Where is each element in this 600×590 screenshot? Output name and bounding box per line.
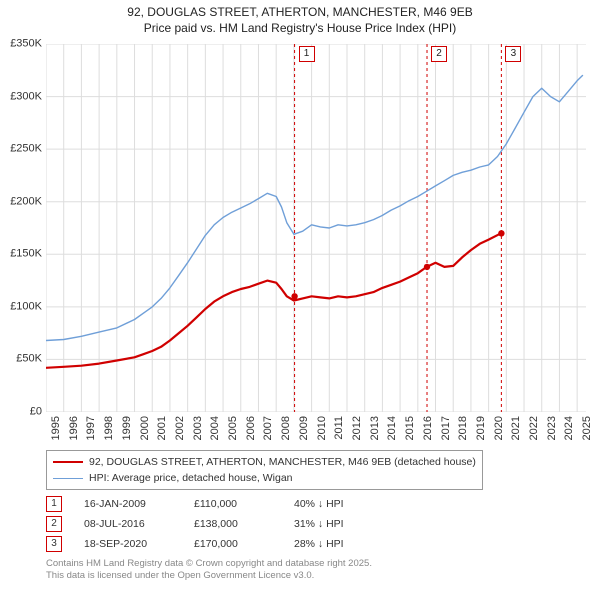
title-line-1: 92, DOUGLAS STREET, ATHERTON, MANCHESTER… (0, 4, 600, 20)
event-row: 208-JUL-2016£138,00031% ↓ HPI (46, 514, 404, 534)
x-axis-tick-label: 2024 (563, 416, 575, 440)
chart-plot-area: £0£50K£100K£150K£200K£250K£300K£350K1995… (46, 44, 586, 412)
x-axis-tick-label: 2007 (262, 416, 274, 440)
legend-item-price-paid: 92, DOUGLAS STREET, ATHERTON, MANCHESTER… (53, 454, 476, 470)
event-price: £138,000 (194, 514, 294, 534)
x-axis-tick-label: 1995 (50, 416, 62, 440)
event-marker-box: 2 (431, 46, 447, 62)
event-marker-box: 3 (505, 46, 521, 62)
event-pct-vs-hpi: 31% ↓ HPI (294, 514, 404, 534)
legend-label: HPI: Average price, detached house, Wiga… (89, 472, 293, 484)
x-axis-tick-label: 2009 (298, 416, 310, 440)
x-axis-tick-label: 2013 (369, 416, 381, 440)
footer-line-1: Contains HM Land Registry data © Crown c… (46, 558, 372, 570)
legend-swatch (53, 478, 83, 479)
legend-label: 92, DOUGLAS STREET, ATHERTON, MANCHESTER… (89, 456, 476, 468)
event-marker-box: 1 (299, 46, 315, 62)
event-price: £170,000 (194, 534, 294, 554)
x-axis-tick-label: 2018 (457, 416, 469, 440)
x-axis-tick-label: 2000 (139, 416, 151, 440)
y-axis-tick-label: £300K (0, 91, 42, 102)
event-row: 318-SEP-2020£170,00028% ↓ HPI (46, 534, 404, 554)
x-axis-tick-label: 2012 (351, 416, 363, 440)
title-line-2: Price paid vs. HM Land Registry's House … (0, 20, 600, 36)
chart-title: 92, DOUGLAS STREET, ATHERTON, MANCHESTER… (0, 0, 600, 36)
x-axis-tick-label: 1997 (85, 416, 97, 440)
event-row: 116-JAN-2009£110,00040% ↓ HPI (46, 494, 404, 514)
x-axis-tick-label: 2021 (510, 416, 522, 440)
x-axis-tick-label: 2010 (316, 416, 328, 440)
y-axis-tick-label: £50K (0, 354, 42, 365)
x-axis-tick-label: 2014 (386, 416, 398, 440)
legend: 92, DOUGLAS STREET, ATHERTON, MANCHESTER… (46, 450, 483, 490)
y-axis-tick-label: £250K (0, 144, 42, 155)
event-date: 18-SEP-2020 (62, 534, 194, 554)
y-axis-tick-label: £150K (0, 249, 42, 260)
footer-attribution: Contains HM Land Registry data © Crown c… (46, 558, 372, 583)
x-axis-tick-label: 2004 (209, 416, 221, 440)
x-axis-tick-label: 2002 (174, 416, 186, 440)
x-axis-tick-label: 2001 (156, 416, 168, 440)
event-date: 08-JUL-2016 (62, 514, 194, 534)
event-marker-number: 3 (46, 536, 62, 552)
y-axis-tick-label: £350K (0, 39, 42, 50)
footer-line-2: This data is licensed under the Open Gov… (46, 570, 372, 582)
x-axis-tick-label: 2025 (581, 416, 593, 440)
x-axis-tick-label: 2023 (546, 416, 558, 440)
x-axis-tick-label: 2017 (440, 416, 452, 440)
x-axis-tick-label: 2003 (192, 416, 204, 440)
event-pct-vs-hpi: 40% ↓ HPI (294, 494, 404, 514)
event-marker-number: 2 (46, 516, 62, 532)
x-axis-tick-label: 1999 (121, 416, 133, 440)
x-axis-tick-label: 2016 (422, 416, 434, 440)
legend-swatch (53, 461, 83, 463)
y-axis-tick-label: £0 (0, 407, 42, 418)
x-axis-tick-label: 2019 (475, 416, 487, 440)
y-axis-tick-label: £100K (0, 301, 42, 312)
event-price: £110,000 (194, 494, 294, 514)
event-pct-vs-hpi: 28% ↓ HPI (294, 534, 404, 554)
x-axis-tick-label: 2022 (528, 416, 540, 440)
events-table: 116-JAN-2009£110,00040% ↓ HPI208-JUL-201… (46, 494, 404, 554)
x-axis-tick-label: 2015 (404, 416, 416, 440)
x-axis-tick-label: 2011 (333, 416, 345, 440)
event-marker-number: 1 (46, 496, 62, 512)
x-axis-tick-label: 2008 (280, 416, 292, 440)
event-date: 16-JAN-2009 (62, 494, 194, 514)
x-axis-tick-label: 2006 (245, 416, 257, 440)
y-axis-tick-label: £200K (0, 196, 42, 207)
x-axis-tick-label: 1996 (68, 416, 80, 440)
legend-item-hpi: HPI: Average price, detached house, Wiga… (53, 470, 476, 486)
x-axis-tick-label: 2020 (493, 416, 505, 440)
x-axis-tick-label: 2005 (227, 416, 239, 440)
x-axis-tick-label: 1998 (103, 416, 115, 440)
